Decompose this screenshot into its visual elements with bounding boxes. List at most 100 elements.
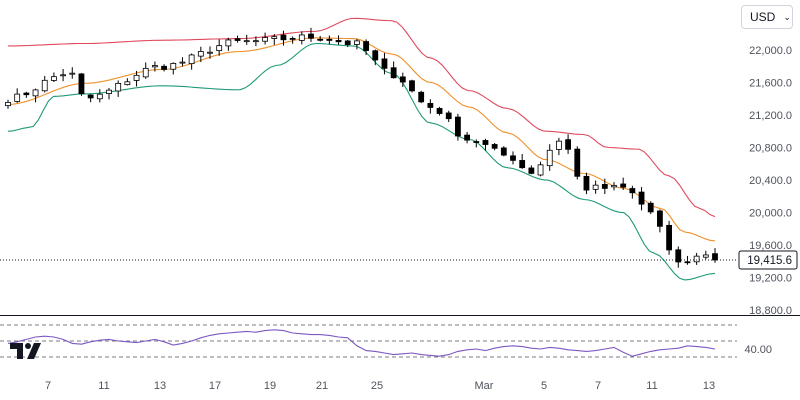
candle [445,110,452,123]
chevron-down-icon: ⌄ [783,11,791,22]
candle [234,35,241,43]
candle [298,31,305,45]
time-tick-label: 13 [703,380,715,392]
candle [647,201,654,215]
time-tick-label: 7 [595,380,601,392]
tradingview-logo-icon [10,343,41,359]
candle [197,46,204,63]
candle [473,139,480,148]
candle [629,185,636,199]
candle [712,248,718,263]
candle [574,146,581,180]
candle [142,62,149,79]
rsi-tick-label: 40.00 [744,344,772,356]
candle [124,78,131,86]
candle [675,246,682,268]
candle [409,79,415,93]
candle [115,80,122,97]
candle [455,113,461,141]
candle [262,32,268,45]
candle [207,46,213,59]
candle [78,73,85,96]
price-tick-label: 21,600.0 [749,78,792,90]
time-tick-label: Mar [475,380,494,392]
candle [317,35,324,42]
candle [14,88,21,103]
price-tick-label: 20,000.0 [749,208,792,220]
candle [308,27,314,42]
time-tick-label: 11 [646,380,657,392]
candle [500,146,507,157]
time-tick-label: 11 [98,380,109,392]
time-tick-label: 13 [154,380,166,392]
candle [399,72,406,87]
candle [601,178,608,195]
candle [363,39,369,56]
candle [519,153,526,169]
last-price-marker: 19,415.6 [0,250,798,270]
bollinger-lower-line [7,42,716,281]
price-tick-label: 20,800.0 [749,143,792,155]
candle [620,177,627,190]
candle [225,37,232,51]
candle [482,138,489,151]
candle [510,151,516,165]
time-tick-label: 25 [371,380,383,392]
rsi-pane: 40.00 [0,324,772,358]
candle [87,94,94,103]
candle [253,36,259,47]
candle [51,72,57,83]
candle [372,49,379,66]
candle [106,87,112,100]
candle [344,39,351,48]
time-tick-label: 7 [45,380,51,392]
candle [556,137,562,156]
time-tick-label: 17 [209,380,221,392]
candle [381,52,388,75]
candle [60,68,66,82]
candle [436,106,443,116]
bollinger-bands [7,17,716,281]
candlestick-series [5,27,718,268]
time-tick-label: 19 [264,380,276,392]
candle [528,165,535,175]
candle [335,35,342,45]
price-tick-label: 22,000.0 [749,45,792,57]
candle [152,61,158,72]
price-axis[interactable]: 22,000.0 21,600.0 21,200.0 20,800.0 20,400.0… [749,45,792,317]
time-tick-label: 21 [316,380,328,392]
last-price-tag [738,250,798,270]
candle [354,38,360,50]
candle [5,99,11,109]
candle [271,34,278,45]
candle [170,62,177,75]
candle [592,180,599,194]
time-axis[interactable]: 7 11 13 17 19 21 25 Mar 5 7 11 13 [45,380,715,392]
rsi-line [7,329,716,357]
candle [491,142,498,151]
currency-selector-label: USD [750,10,776,24]
price-tick-label: 20,400.0 [749,175,792,187]
candle [133,70,140,87]
candle [188,53,195,70]
price-tick-label: 18,800.0 [749,305,792,317]
bollinger-basis-line [7,37,716,242]
candle [216,39,223,56]
candle [32,88,39,103]
candle [565,134,571,154]
candle [418,90,425,104]
candle [289,36,296,44]
price-tick-label: 19,200.0 [749,273,792,285]
currency-selector[interactable]: USD ⌄ [741,5,793,29]
bollinger-upper-line [8,17,716,218]
candle [326,35,333,45]
candle [243,34,250,45]
candle [666,220,672,255]
candle [583,172,590,195]
candle [464,132,470,144]
candle [537,161,544,177]
candle [702,250,709,260]
candle [611,182,617,191]
price-tick-label: 19,600.0 [749,240,792,252]
